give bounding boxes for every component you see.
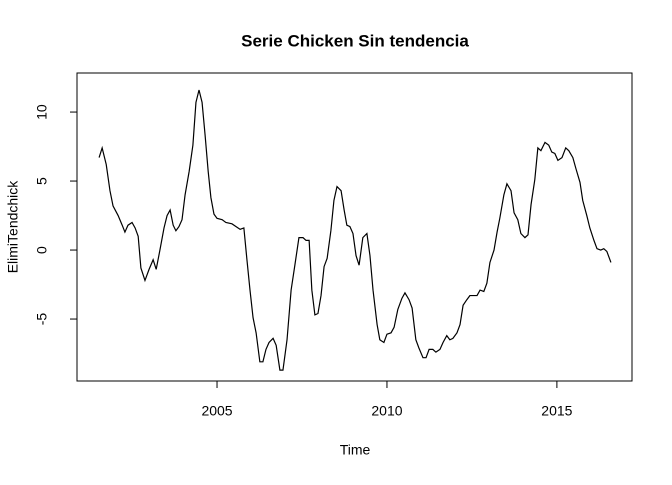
plot-frame (76, 72, 633, 382)
chart-title: Serie Chicken Sin tendencia (241, 31, 469, 50)
y-axis-label: ElimiTendchick (5, 180, 21, 274)
y-tick-label: 5 (34, 177, 50, 185)
x-tick-label: 2005 (201, 403, 232, 419)
y-tick-label: 10 (34, 104, 50, 120)
y-tick-label: 0 (34, 246, 50, 254)
x-tick-label: 2010 (371, 403, 402, 419)
y-tick-label: -5 (34, 313, 50, 326)
series-line (98, 89, 612, 371)
x-tick-label: 2015 (541, 403, 572, 419)
x-axis-label: Time (340, 442, 371, 458)
